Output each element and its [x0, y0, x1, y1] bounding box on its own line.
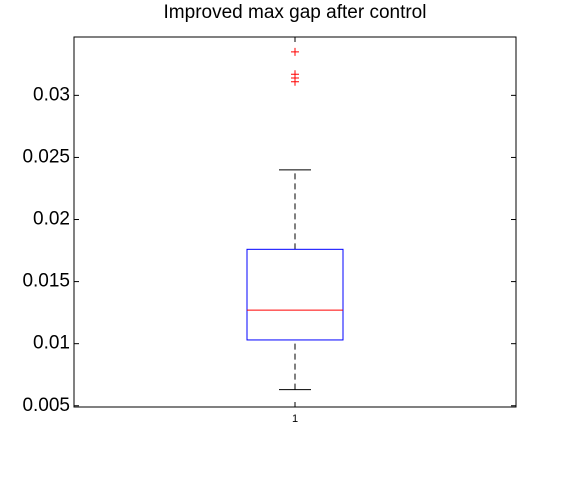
outlier [291, 77, 299, 86]
y-tick-label: 0.03 [33, 84, 70, 105]
outlier [291, 47, 299, 56]
y-tick-label: 0.02 [33, 209, 70, 230]
plot-frame [73, 36, 517, 408]
chart-title: Improved max gap after control [164, 2, 427, 23]
y-tick-label: 0.01 [33, 333, 70, 354]
y-tick-label: 0.005 [22, 395, 70, 416]
box [246, 248, 344, 341]
y-tick-label: 0.015 [22, 271, 70, 292]
y-tick-label: 0.025 [22, 146, 70, 167]
x-tick-label: 1 [292, 413, 298, 425]
